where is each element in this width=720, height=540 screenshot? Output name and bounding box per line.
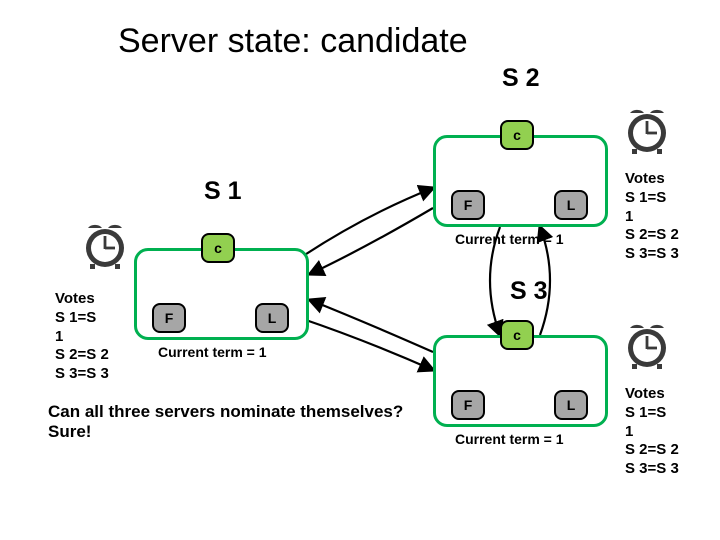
votes-line2: S 1=S [625, 404, 666, 421]
s1-candidate-pill: c [201, 233, 235, 263]
s1-leader-pill: L [255, 303, 289, 333]
votes-line3: 1 [625, 423, 633, 440]
votes-line1: Votes [55, 290, 95, 307]
votes-line3: 1 [625, 208, 633, 225]
question-line2: Sure! [48, 422, 91, 441]
s1-votes: Votes S 1=S 1 S 2=S 2 S 3=S 3 [55, 290, 109, 384]
votes-line2: S 1=S [55, 309, 96, 326]
s3-label: S 3 [510, 277, 548, 306]
s3-leader-pill: L [554, 390, 588, 420]
votes-line1: Votes [625, 170, 665, 187]
s1-clock-icon [78, 218, 132, 277]
s1-term: Current term = 1 [158, 344, 267, 360]
s2-follower-pill: F [451, 190, 485, 220]
question-line1: Can all three servers nominate themselve… [48, 402, 403, 421]
votes-line5: S 3=S 3 [625, 460, 679, 477]
votes-line2: S 1=S [625, 189, 666, 206]
s2-leader-pill: L [554, 190, 588, 220]
s3-clock-icon [620, 318, 674, 377]
votes-line4: S 2=S 2 [55, 346, 109, 363]
s1-follower-pill: F [152, 303, 186, 333]
s3-term: Current term = 1 [455, 431, 564, 447]
s2-clock-icon [620, 103, 674, 162]
votes-line4: S 2=S 2 [625, 226, 679, 243]
s2-votes: Votes S 1=S 1 S 2=S 2 S 3=S 3 [625, 170, 679, 264]
votes-line4: S 2=S 2 [625, 441, 679, 458]
s2-label: S 2 [502, 64, 540, 93]
s1-label: S 1 [204, 177, 242, 206]
votes-line5: S 3=S 3 [625, 245, 679, 262]
s3-candidate-pill: c [500, 320, 534, 350]
votes-line1: Votes [625, 385, 665, 402]
s2-candidate-pill: c [500, 120, 534, 150]
s3-votes: Votes S 1=S 1 S 2=S 2 S 3=S 3 [625, 385, 679, 479]
s3-follower-pill: F [451, 390, 485, 420]
question-text: Can all three servers nominate themselve… [48, 402, 403, 442]
votes-line3: 1 [55, 328, 63, 345]
slide-title: Server state: candidate [118, 22, 468, 61]
s2-term: Current term = 1 [455, 231, 564, 247]
votes-line5: S 3=S 3 [55, 365, 109, 382]
